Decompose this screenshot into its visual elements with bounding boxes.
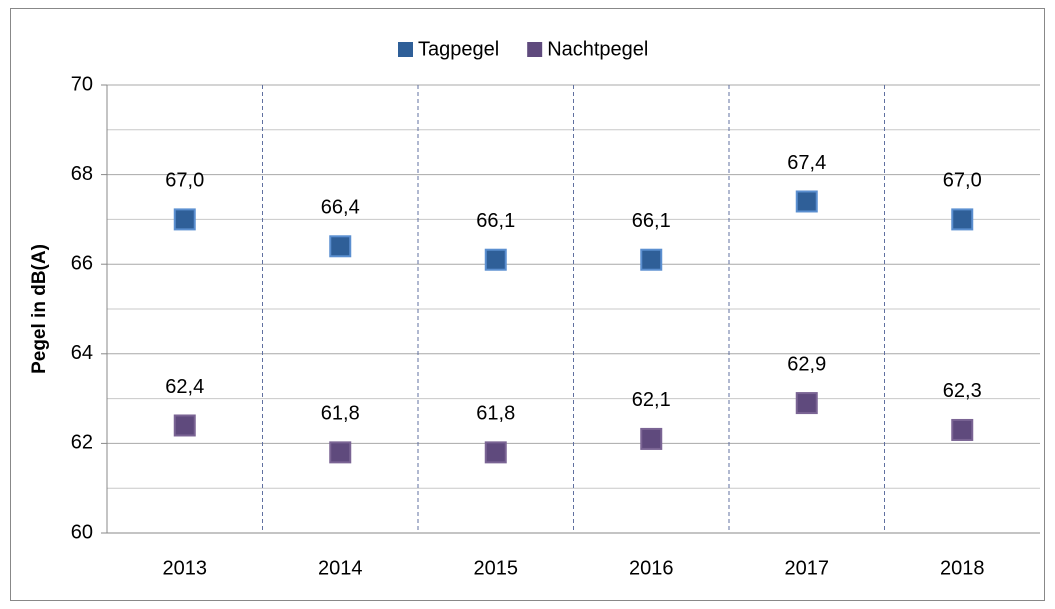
data-label: 66,1 bbox=[476, 210, 515, 232]
y-tick-label: 66 bbox=[71, 252, 93, 274]
marker bbox=[795, 190, 818, 213]
x-tick-label: 2017 bbox=[785, 557, 830, 579]
marker bbox=[640, 427, 663, 450]
x-tick-label: 2016 bbox=[629, 557, 674, 579]
legend-swatch bbox=[398, 42, 413, 57]
y-tick-label: 62 bbox=[71, 432, 93, 454]
chart-frame bbox=[10, 8, 1045, 601]
y-tick-label: 70 bbox=[71, 73, 93, 95]
data-label: 67,0 bbox=[165, 170, 204, 192]
data-label: 62,1 bbox=[632, 389, 671, 411]
marker bbox=[329, 235, 352, 258]
marker bbox=[640, 248, 663, 271]
data-label: 62,4 bbox=[165, 376, 204, 398]
data-label: 67,0 bbox=[943, 170, 982, 192]
y-axis-label: Pegel in dB(A) bbox=[29, 244, 50, 374]
x-tick-label: 2015 bbox=[474, 557, 519, 579]
x-tick-label: 2013 bbox=[163, 557, 208, 579]
marker bbox=[951, 208, 974, 231]
marker bbox=[173, 208, 196, 231]
marker bbox=[484, 248, 507, 271]
data-label: 61,8 bbox=[476, 403, 515, 425]
marker bbox=[329, 441, 352, 464]
data-label: 61,8 bbox=[321, 403, 360, 425]
data-label: 62,3 bbox=[943, 380, 982, 402]
legend-label: Nachtpegel bbox=[547, 38, 648, 60]
data-label: 62,9 bbox=[787, 353, 826, 375]
y-tick-label: 64 bbox=[71, 342, 93, 364]
marker bbox=[484, 441, 507, 464]
data-label: 67,4 bbox=[787, 152, 826, 174]
data-label: 66,1 bbox=[632, 210, 671, 232]
x-tick-label: 2014 bbox=[318, 557, 363, 579]
marker bbox=[795, 392, 818, 415]
marker bbox=[951, 418, 974, 441]
y-tick-label: 68 bbox=[71, 163, 93, 185]
marker bbox=[173, 414, 196, 437]
x-tick-label: 2018 bbox=[940, 557, 985, 579]
legend-swatch bbox=[527, 42, 543, 57]
y-tick-label: 60 bbox=[71, 521, 93, 543]
legend-label: Tagpegel bbox=[418, 38, 499, 60]
data-label: 66,4 bbox=[321, 197, 360, 219]
